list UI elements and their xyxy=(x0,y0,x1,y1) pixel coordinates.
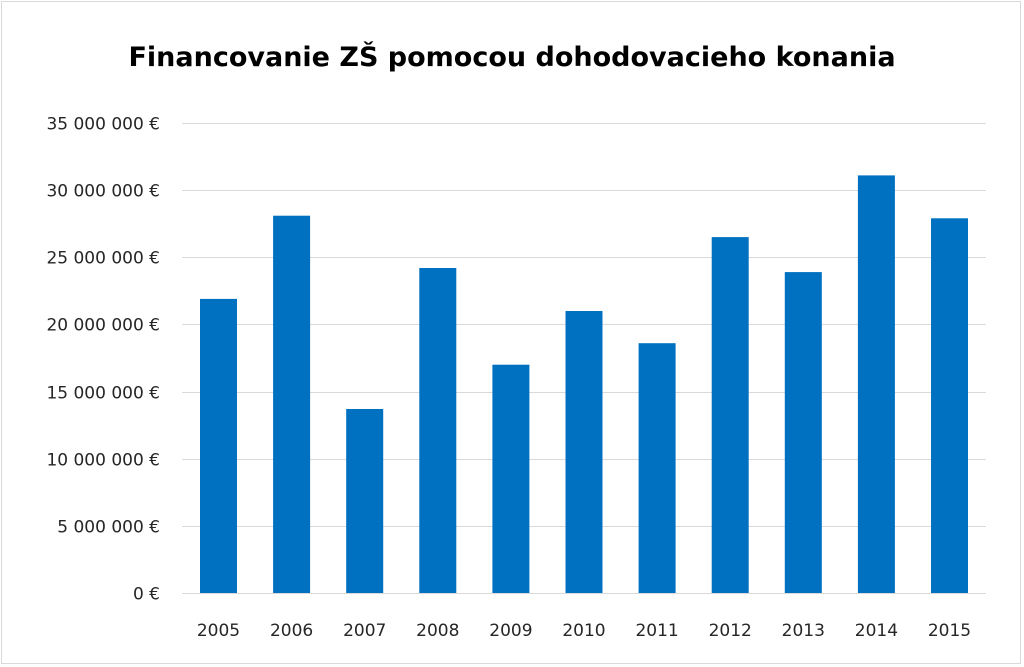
y-tick-label: 10 000 000 € xyxy=(46,451,160,471)
bar-2013 xyxy=(784,272,822,593)
x-tick-label: 2005 xyxy=(197,621,240,641)
y-tick-label: 0 € xyxy=(133,585,160,605)
x-tick-label: 2010 xyxy=(562,621,605,641)
x-tick-label: 2008 xyxy=(416,621,459,641)
x-tick-label: 2012 xyxy=(709,621,752,641)
x-axis-labels: 2005 2006 2007 2008 2009 2010 2011 2012 2013 2014… xyxy=(197,621,971,641)
bar-2012 xyxy=(711,237,749,593)
x-tick-label: 2009 xyxy=(489,621,532,641)
x-tick-label: 2007 xyxy=(343,621,386,641)
y-tick-label: 20 000 000 € xyxy=(46,316,160,336)
bar-2010 xyxy=(565,311,603,593)
y-tick-label: 15 000 000 € xyxy=(46,384,160,404)
bar-2011 xyxy=(638,343,676,593)
x-tick-label: 2014 xyxy=(855,621,898,641)
x-tick-label: 2013 xyxy=(782,621,825,641)
x-tick-label: 2015 xyxy=(928,621,971,641)
bar-2005 xyxy=(200,298,237,593)
bar-2015 xyxy=(931,218,968,594)
y-tick-label: 35 000 000 € xyxy=(46,115,160,135)
chart-title: Financovanie ZŠ pomocou dohodovacieho ko… xyxy=(128,42,896,73)
bar-2014 xyxy=(857,175,895,593)
y-axis-labels: 0 € 5 000 000 € 10 000 000 € 15 000 000 € 20… xyxy=(46,115,160,605)
y-tick-label: 25 000 000 € xyxy=(46,249,160,269)
bars xyxy=(200,175,968,594)
x-tick-label: 2006 xyxy=(270,621,313,641)
bar-2006 xyxy=(273,215,311,593)
x-tick-label: 2011 xyxy=(635,621,678,641)
bar-2007 xyxy=(346,409,384,593)
y-tick-label: 30 000 000 € xyxy=(46,182,160,202)
y-tick-label: 5 000 000 € xyxy=(57,518,160,538)
bar-2009 xyxy=(492,364,530,593)
bar-2008 xyxy=(419,268,457,593)
